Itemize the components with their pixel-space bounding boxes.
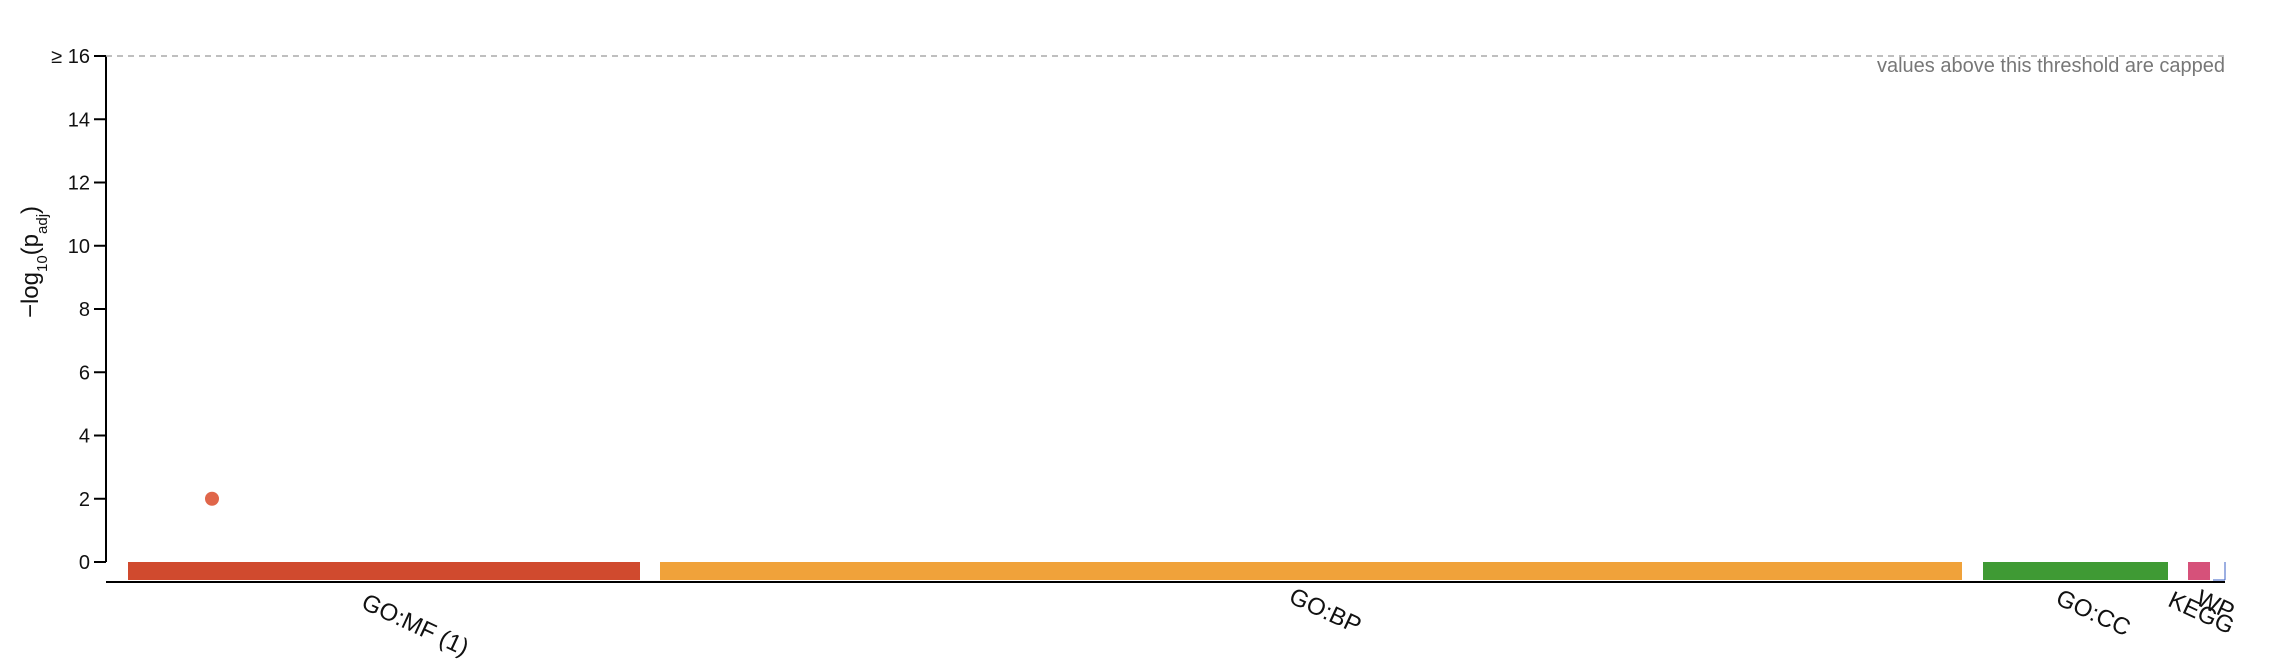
data-points: [205, 491, 219, 506]
y-tick-label: 4: [79, 426, 90, 448]
y-axis: 0 2 4 6 8 10 12 14 ≥ 16: [51, 46, 107, 574]
source-label-gocc: GO:CC: [2052, 584, 2135, 642]
y-tick-label: 0: [79, 552, 90, 574]
y-axis-label: −log10(padj): [17, 206, 51, 318]
threshold-note: values above this threshold are capped: [1877, 55, 2225, 77]
y-tick-label: ≥ 16: [51, 46, 90, 68]
source-bar-gocc: [1983, 562, 2168, 580]
source-bars: [128, 562, 2226, 581]
y-tick-label: 14: [68, 109, 90, 131]
y-tick-label: 6: [79, 362, 90, 384]
y-tick-label: 10: [68, 236, 90, 258]
source-label-gobp: GO:BP: [1285, 583, 1365, 640]
y-tick-label: 8: [79, 299, 90, 321]
y-axis-label-group: −log10(padj): [17, 206, 51, 318]
threshold-group: values above this threshold are capped: [106, 55, 2225, 77]
source-bar-gobp: [660, 562, 1962, 580]
source-bar-gomf: [128, 562, 640, 580]
source-bar-kegg: [2188, 562, 2210, 580]
data-point[interactable]: [205, 491, 219, 506]
y-tick-label: 2: [79, 489, 90, 511]
y-tick-label: 12: [68, 173, 90, 195]
source-label-gomf: GO:MF (1): [358, 589, 473, 662]
